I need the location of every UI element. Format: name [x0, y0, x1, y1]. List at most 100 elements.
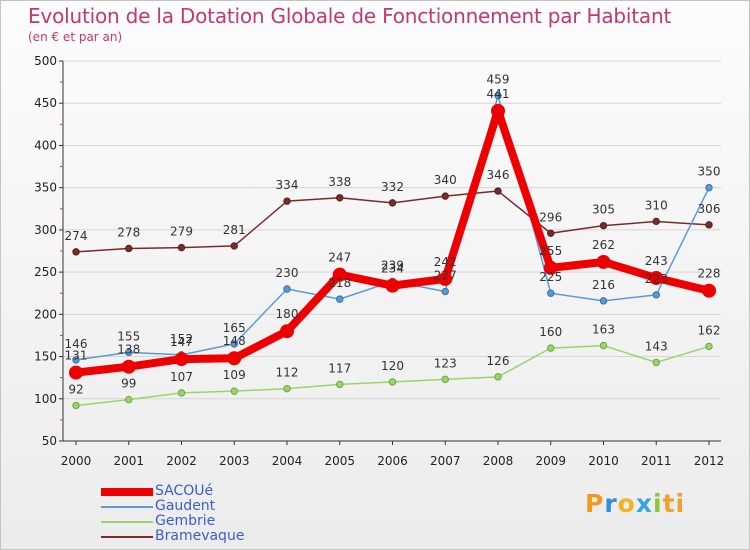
point-sacoue-2007	[438, 271, 453, 286]
point-gembrie-2010	[599, 341, 608, 350]
data-label-bramevaque-2002: 279	[170, 225, 193, 239]
point-gembrie-2006	[388, 378, 397, 386]
point-gembrie-2001	[125, 395, 133, 404]
point-gaudent-2003	[230, 340, 238, 348]
data-label-bramevaque-2001: 278	[117, 225, 140, 239]
data-label-sacoue-2000: 131	[65, 349, 88, 363]
point-sacoue-2003	[227, 351, 242, 366]
data-label-gembrie-2000: 92	[68, 383, 83, 397]
data-label-gembrie-2002: 107	[170, 370, 193, 384]
series-gembrie	[72, 341, 713, 410]
point-gaudent-2012	[705, 183, 713, 192]
point-sacoue-2000	[69, 365, 83, 380]
point-sacoue-2001	[121, 359, 136, 374]
data-label-bramevaque-2004: 334	[276, 178, 299, 192]
data-label-sacoue-2006: 234	[381, 262, 404, 276]
data-label-gaudent-2005: 218	[328, 276, 351, 290]
y-tick-label-300: 300	[34, 223, 57, 237]
data-label-gembrie-2001: 99	[121, 377, 136, 391]
x-tick-label-2007: 2007	[430, 454, 461, 468]
data-label-bramevaque-2005: 338	[328, 175, 351, 189]
x-tick-label-2005: 2005	[324, 454, 355, 468]
data-label-gembrie-2012: 162	[698, 323, 721, 337]
chart-title: Evolution de la Dotation Globale de Fonc…	[28, 4, 672, 28]
y-tick-label-350: 350	[34, 181, 57, 195]
y-tick-label-50: 50	[42, 434, 57, 448]
point-bramevaque-2002	[177, 243, 186, 252]
legend-label-sacoue: SACOUé	[155, 483, 214, 499]
data-label-bramevaque-2008: 346	[487, 168, 510, 182]
data-label-gaudent-2011: 223	[645, 272, 668, 286]
data-label-gembrie-2007: 123	[434, 356, 457, 370]
point-bramevaque-2000	[72, 248, 80, 256]
point-gaudent-2011	[652, 291, 660, 299]
data-label-gembrie-2008: 126	[487, 354, 510, 368]
series-sacoue	[69, 103, 716, 380]
data-label-sacoue-2007: 242	[434, 255, 457, 269]
point-gembrie-2012	[705, 342, 713, 351]
data-label-sacoue-2012: 228	[698, 267, 721, 281]
data-label-gaudent-2001: 155	[117, 329, 140, 343]
data-label-sacoue-2005: 247	[328, 251, 351, 265]
data-label-gaudent-2012: 350	[698, 165, 721, 179]
point-sacoue-2010	[596, 254, 611, 269]
data-label-gembrie-2005: 117	[328, 361, 351, 375]
point-bramevaque-2007	[441, 192, 449, 200]
point-gembrie-2004	[283, 384, 291, 393]
point-gembrie-2000	[72, 401, 80, 410]
legend-label-bramevaque: Bramevaque	[155, 528, 245, 544]
line-chart: 50 100 150 200 250 300 350 400 450 500 2000 2001 200…	[34, 54, 725, 468]
legend-swatch-bramevaque	[101, 536, 153, 538]
data-label-gaudent-2006: 239	[381, 258, 404, 272]
data-label-bramevaque-2007: 340	[434, 173, 457, 187]
point-sacoue-2002	[174, 352, 189, 367]
point-sacoue-2008	[491, 103, 505, 118]
point-gaudent-2000	[72, 356, 80, 364]
point-bramevaque-2003	[230, 242, 238, 250]
legend-label-gaudent: Gaudent	[155, 498, 216, 514]
legend-swatch-sacoue	[101, 488, 153, 496]
data-label-gaudent-2010: 216	[592, 278, 615, 292]
data-label-sacoue-2010: 262	[592, 238, 615, 252]
point-gembrie-2009	[547, 344, 555, 352]
data-label-gembrie-2009: 160	[539, 325, 562, 339]
data-label-sacoue-2009: 255	[539, 244, 562, 258]
point-gaudent-2004	[283, 285, 291, 293]
x-tick-label-2000: 2000	[61, 454, 92, 468]
point-gembrie-2007	[441, 375, 449, 384]
point-bramevaque-2010	[599, 221, 608, 230]
x-tick-label-2010: 2010	[588, 454, 619, 468]
point-gaudent-2008	[494, 91, 502, 100]
x-tick-label-2008: 2008	[483, 454, 514, 468]
data-label-bramevaque-2000: 274	[65, 229, 88, 243]
data-label-sacoue-2002: 147	[170, 335, 193, 349]
point-sacoue-2006	[385, 278, 400, 293]
data-label-sacoue-2003: 148	[223, 334, 246, 348]
data-label-bramevaque-2006: 332	[381, 180, 404, 194]
point-gembrie-2003	[230, 387, 238, 395]
data-label-bramevaque-2009: 296	[539, 210, 562, 224]
point-gembrie-2002	[177, 389, 186, 397]
data-label-gaudent-2009: 225	[539, 270, 562, 284]
point-sacoue-2011	[649, 271, 664, 286]
point-bramevaque-2009	[547, 229, 555, 237]
y-tick-label-450: 450	[34, 96, 57, 110]
point-bramevaque-2001	[125, 244, 133, 253]
data-label-bramevaque-2011: 310	[645, 198, 668, 212]
point-gembrie-2011	[652, 358, 660, 367]
point-sacoue-2012	[702, 283, 716, 298]
x-tick-label-2004: 2004	[272, 454, 303, 468]
point-sacoue-2004	[280, 324, 294, 339]
point-gaudent-2009	[547, 289, 555, 297]
x-tick-label-2012: 2012	[694, 454, 725, 468]
series-gaudent	[72, 91, 713, 364]
data-label-bramevaque-2010: 305	[592, 203, 615, 217]
y-tick-label-400: 400	[34, 138, 57, 152]
data-label-gaudent-2002: 152	[170, 332, 193, 346]
legend-label-gembrie: Gembrie	[155, 513, 216, 529]
point-bramevaque-2005	[336, 194, 344, 202]
point-gaudent-2001	[125, 348, 133, 357]
x-tick-label-2009: 2009	[535, 454, 566, 468]
point-bramevaque-2006	[388, 199, 397, 207]
